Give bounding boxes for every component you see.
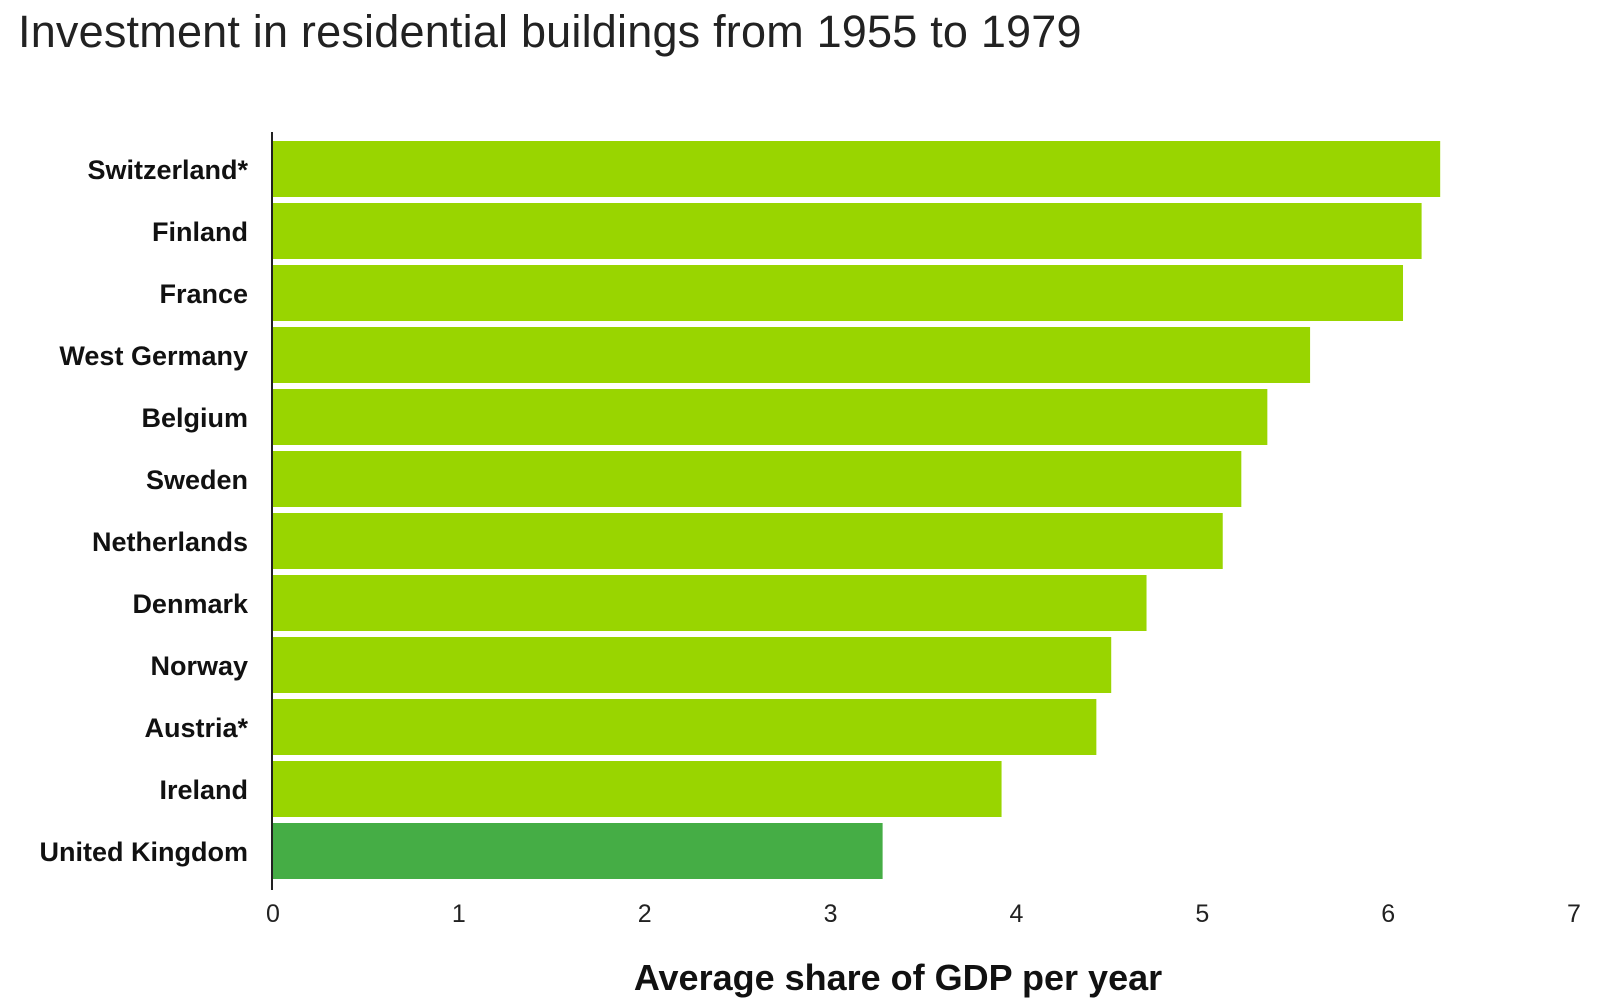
chart-title: Investment in residential buildings from… [18,6,1082,57]
bar-switzerland [273,141,1441,197]
bar-netherlands [273,513,1223,569]
bars-group [273,141,1441,879]
x-tick-label: 6 [1381,900,1395,928]
bar-austria [273,699,1097,755]
bar-west-germany [273,327,1311,383]
category-label: Finland [152,217,248,247]
x-axis-title: Average share of GDP per year [634,957,1162,998]
bar-france [273,265,1404,321]
category-label: United Kingdom [40,837,248,867]
x-tick-label: 1 [452,900,466,928]
category-label: Norway [150,651,248,681]
category-label: Denmark [132,589,249,619]
category-label: Sweden [146,465,248,495]
bar-sweden [273,451,1242,507]
x-tick-label: 7 [1567,900,1581,928]
bar-belgium [273,389,1268,445]
bar-norway [273,637,1112,693]
category-labels: Switzerland* Finland France West Germany Bel… [40,155,249,867]
x-tick-label: 4 [1009,900,1023,928]
x-tick-label: 3 [824,900,838,928]
x-tick-labels: 0 1 2 3 4 5 6 7 [266,900,1581,928]
bar-united-kingdom [273,823,883,879]
x-tick-label: 5 [1195,900,1209,928]
category-label: France [159,279,248,309]
category-label: Switzerland* [87,155,248,185]
x-tick-label: 2 [638,900,652,928]
category-label: West Germany [59,341,248,371]
category-label: Austria* [144,713,248,743]
x-tick-label: 0 [266,900,280,928]
category-label: Ireland [159,775,248,805]
bar-finland [273,203,1422,259]
bar-denmark [273,575,1147,631]
category-label: Netherlands [92,527,248,557]
bar-ireland [273,761,1002,817]
category-label: Belgium [141,403,248,433]
